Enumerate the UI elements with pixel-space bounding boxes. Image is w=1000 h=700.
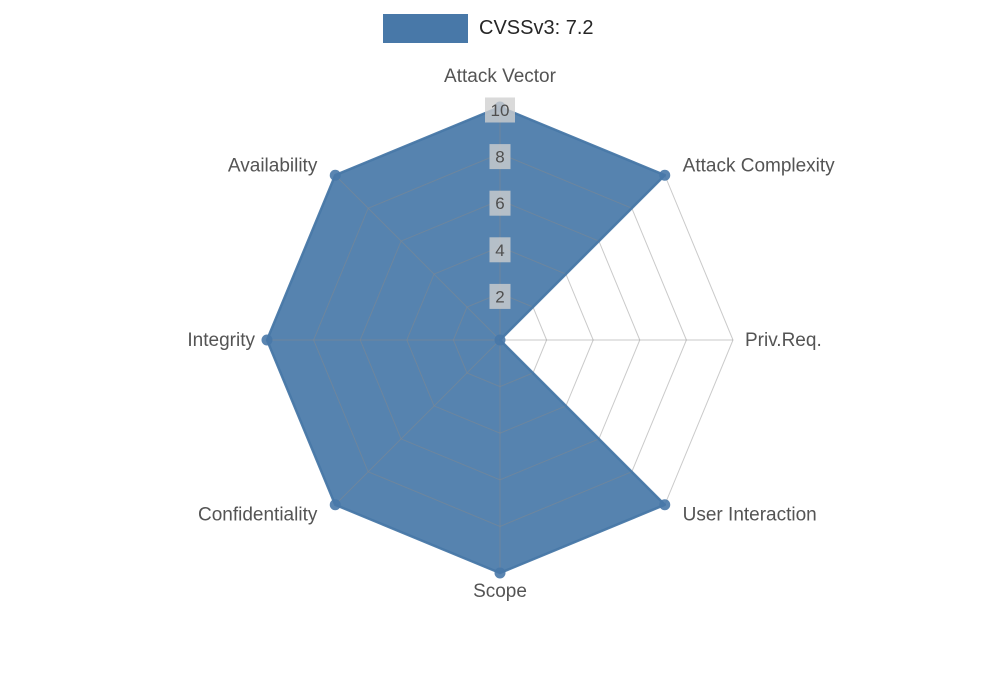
data-point-marker (659, 499, 671, 511)
data-point-marker (329, 499, 341, 511)
tick-label: 6 (495, 194, 504, 213)
tick-label-bg (485, 97, 515, 123)
category-label-availability: Availability (228, 155, 318, 176)
category-label-user-interaction: User Interaction (683, 505, 817, 526)
tick-label: 2 (495, 287, 504, 306)
tick-label: 8 (495, 148, 504, 167)
grid-spoke (334, 339, 501, 506)
category-label-confidentiality: Confidentiality (198, 505, 318, 526)
category-label-attack-vector: Attack Vector (444, 66, 557, 87)
grid-ring (452, 292, 548, 388)
data-point-marker (494, 334, 506, 346)
tick-label-bg (489, 144, 511, 170)
data-point-marker (261, 334, 273, 346)
category-label-scope: Scope (473, 581, 527, 602)
tick-label: 10 (491, 101, 510, 120)
grid-ring (313, 153, 687, 527)
grid-ring (359, 199, 641, 481)
data-point-marker (659, 169, 671, 181)
category-label-priv-req-: Priv.Req. (745, 330, 822, 351)
legend-swatch (383, 14, 468, 43)
tick-label-bg (489, 190, 511, 216)
data-point-marker (494, 567, 506, 579)
tick-label: 4 (495, 241, 504, 260)
tick-label-bg (489, 237, 511, 263)
category-label-integrity: Integrity (187, 330, 255, 351)
tick-label-bg (489, 283, 511, 309)
legend-label: CVSSv3: 7.2 (479, 17, 594, 39)
grid-spoke (334, 174, 501, 341)
grid-ring (406, 246, 594, 434)
data-point-marker (329, 169, 341, 181)
category-label-attack-complexity: Attack Complexity (683, 155, 836, 176)
radar-fill-polygon (267, 107, 665, 573)
chart-legend: CVSSv3: 7.2 (383, 14, 594, 43)
